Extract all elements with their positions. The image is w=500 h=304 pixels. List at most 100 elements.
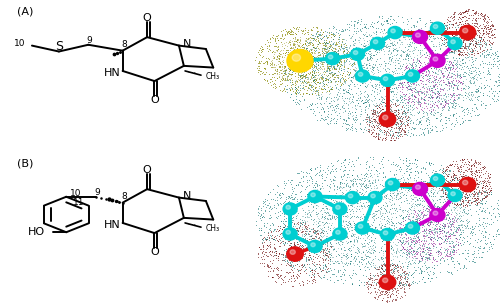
Point xyxy=(338,195,346,200)
Point xyxy=(476,189,484,194)
Point xyxy=(418,89,426,94)
Point xyxy=(414,59,422,64)
Point xyxy=(479,61,487,66)
Point xyxy=(254,67,262,72)
Point xyxy=(426,238,434,243)
Point xyxy=(410,131,418,136)
Point xyxy=(444,254,452,258)
Point xyxy=(299,29,307,33)
Point xyxy=(372,103,380,108)
Point xyxy=(311,184,319,189)
Point xyxy=(438,231,446,236)
Point xyxy=(398,133,406,138)
Point xyxy=(266,243,274,248)
Point xyxy=(347,99,355,104)
Point xyxy=(379,203,387,208)
Point xyxy=(302,60,310,64)
Point xyxy=(396,97,404,102)
Point xyxy=(468,106,476,111)
Point xyxy=(290,275,298,280)
Point xyxy=(294,73,302,78)
Point xyxy=(384,271,392,275)
Point xyxy=(311,231,319,236)
Point xyxy=(488,62,496,67)
Point xyxy=(289,252,297,257)
Point xyxy=(408,229,416,234)
Point xyxy=(384,182,392,187)
Point xyxy=(338,259,345,264)
Point xyxy=(478,201,486,206)
Point xyxy=(481,165,489,170)
Point xyxy=(394,281,402,286)
Point xyxy=(343,234,351,239)
Point xyxy=(435,91,443,95)
Point xyxy=(444,62,452,67)
Point xyxy=(454,247,462,252)
Point xyxy=(274,244,282,249)
Point xyxy=(285,195,293,200)
Point xyxy=(370,67,378,72)
Point xyxy=(356,35,364,40)
Point xyxy=(404,281,412,286)
Point xyxy=(356,75,364,80)
Point xyxy=(426,34,434,39)
Point xyxy=(444,71,452,76)
Point xyxy=(290,69,298,74)
Point xyxy=(494,78,500,82)
Point xyxy=(408,112,416,117)
Point xyxy=(290,236,298,241)
Point xyxy=(338,68,345,73)
Point xyxy=(278,191,286,195)
Point xyxy=(262,203,270,208)
Point xyxy=(258,68,266,73)
Point xyxy=(380,262,388,267)
Point xyxy=(336,273,344,278)
Point xyxy=(346,44,354,49)
Point xyxy=(385,116,393,120)
Point xyxy=(369,111,377,116)
Point xyxy=(498,80,500,85)
Point xyxy=(463,194,471,199)
Point xyxy=(402,156,409,161)
Point xyxy=(414,246,422,251)
Point xyxy=(401,65,409,70)
Point xyxy=(332,33,340,38)
Point xyxy=(419,248,427,253)
Point xyxy=(311,80,319,85)
Point xyxy=(410,60,418,64)
Point xyxy=(358,245,366,250)
Point xyxy=(464,199,472,204)
Point xyxy=(386,28,394,33)
Point xyxy=(458,183,466,188)
Point xyxy=(426,251,434,256)
Point xyxy=(390,102,398,106)
Point xyxy=(436,113,444,118)
Point xyxy=(286,223,294,228)
Point xyxy=(371,286,379,291)
Point xyxy=(277,40,285,45)
Point xyxy=(423,257,431,262)
Point xyxy=(461,205,469,209)
Point xyxy=(319,253,327,257)
Point xyxy=(316,198,324,203)
Point xyxy=(386,284,394,289)
Point xyxy=(290,191,298,196)
Point xyxy=(449,85,457,90)
Point xyxy=(472,44,480,49)
Point xyxy=(434,259,442,264)
Point xyxy=(412,186,420,191)
Point xyxy=(386,180,394,185)
Point xyxy=(404,113,411,118)
Point xyxy=(436,229,444,233)
Point xyxy=(382,208,390,213)
Point xyxy=(330,184,338,188)
Point xyxy=(410,223,418,228)
Point xyxy=(439,72,447,77)
Point xyxy=(436,231,444,236)
Point xyxy=(262,46,270,50)
Point xyxy=(418,255,426,260)
Point xyxy=(272,248,280,253)
Point xyxy=(466,41,474,46)
Point xyxy=(396,81,404,85)
Point xyxy=(427,62,435,67)
